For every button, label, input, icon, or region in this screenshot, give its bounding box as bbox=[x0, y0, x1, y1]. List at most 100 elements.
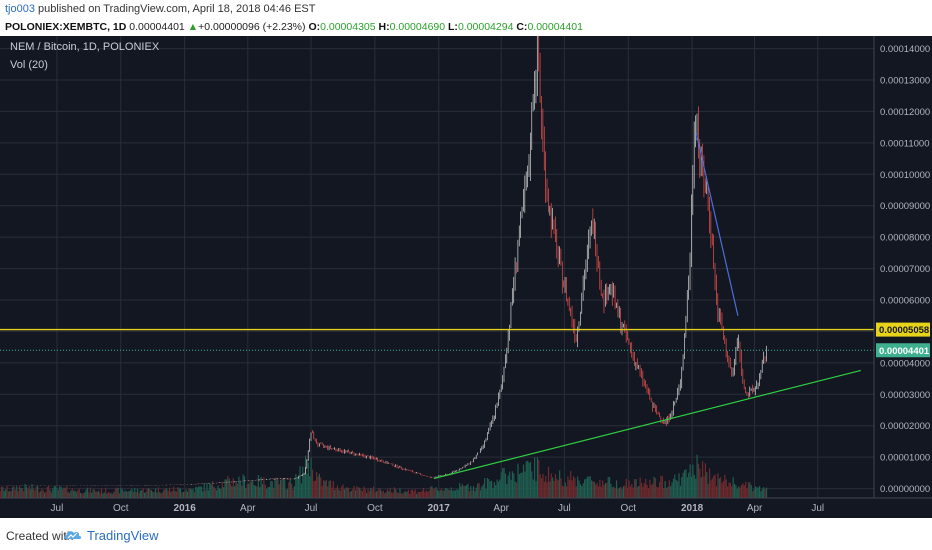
volume-bar bbox=[391, 492, 393, 498]
price-chart[interactable]: 0.00000000 0.00001000 0.00002000 0.00003000… bbox=[0, 27, 932, 518]
price-label-box bbox=[876, 322, 930, 337]
price-tick-label: 0.00002000 bbox=[880, 421, 930, 432]
volume-bar bbox=[157, 487, 159, 498]
volume-bar bbox=[543, 481, 545, 498]
volume-bar bbox=[96, 491, 98, 498]
volume-bar bbox=[66, 486, 68, 498]
volume-bar bbox=[225, 479, 228, 498]
volume-bar bbox=[685, 469, 687, 498]
volume-bar bbox=[273, 487, 275, 498]
volume-bar bbox=[450, 487, 452, 498]
volume-bar bbox=[613, 486, 615, 498]
volume-bar bbox=[690, 476, 693, 498]
volume-bar bbox=[149, 489, 151, 498]
volume-bar bbox=[253, 485, 255, 498]
volume-bar bbox=[64, 487, 66, 498]
volume-bar bbox=[477, 483, 479, 498]
price-tick-label: 0.00013000 bbox=[880, 76, 930, 87]
volume-bar bbox=[518, 474, 520, 498]
volume-bar bbox=[307, 462, 309, 498]
volume-bar bbox=[78, 488, 80, 498]
volume-bar bbox=[524, 471, 526, 498]
volume-bar bbox=[643, 483, 645, 498]
time-tick-label: Oct bbox=[113, 503, 129, 514]
volume-bar bbox=[345, 487, 347, 498]
volume-bar bbox=[545, 475, 547, 498]
volume-bar bbox=[371, 489, 373, 498]
volume-bar bbox=[728, 482, 730, 498]
volume-bar bbox=[167, 490, 169, 498]
volume-bar bbox=[300, 483, 302, 498]
chart-container[interactable]: 0.00000000 0.00001000 0.00002000 0.00003000… bbox=[0, 27, 932, 518]
volume-bar bbox=[216, 490, 218, 498]
volume-bar bbox=[511, 471, 514, 498]
volume-bar bbox=[742, 483, 744, 498]
volume-bar bbox=[668, 480, 670, 498]
volume-bar bbox=[80, 492, 82, 498]
volume-bar bbox=[706, 472, 708, 498]
volume-bar bbox=[736, 488, 738, 498]
volume-bar bbox=[7, 491, 10, 498]
volume-bar bbox=[386, 489, 389, 498]
volume-bar bbox=[271, 481, 273, 498]
volume-bar bbox=[552, 477, 554, 498]
volume-bar bbox=[708, 468, 711, 498]
volume-bar bbox=[99, 493, 101, 498]
volume-bar bbox=[48, 485, 50, 498]
volume-bar bbox=[657, 487, 659, 498]
volume-bar bbox=[352, 488, 354, 498]
volume-bar bbox=[506, 483, 508, 498]
volume-bar bbox=[620, 486, 622, 498]
volume-bar bbox=[30, 489, 32, 498]
volume-bar bbox=[159, 492, 161, 498]
volume-bar bbox=[565, 486, 568, 498]
volume-bar bbox=[529, 461, 532, 498]
volume-bar bbox=[729, 483, 732, 498]
volume-bar bbox=[200, 486, 203, 498]
volume-bar bbox=[275, 477, 277, 498]
volume-bar bbox=[388, 491, 390, 498]
volume-bar bbox=[227, 475, 229, 498]
volume-bar bbox=[650, 484, 652, 498]
volume-bar bbox=[292, 489, 294, 498]
volume-bar bbox=[702, 461, 704, 498]
volume-bar bbox=[32, 488, 35, 498]
volume-bar bbox=[667, 486, 669, 498]
author-link[interactable]: tjo003 bbox=[5, 3, 35, 15]
volume-bar bbox=[256, 486, 258, 498]
volume-bar bbox=[484, 478, 486, 498]
volume-bar bbox=[495, 485, 497, 498]
volume-bar bbox=[60, 486, 62, 498]
volume-bar bbox=[727, 486, 729, 498]
volume-bar bbox=[699, 468, 701, 498]
volume-bar bbox=[378, 488, 380, 498]
high-label: H: bbox=[378, 21, 390, 33]
time-tick-label: Oct bbox=[367, 503, 383, 514]
volume-bar bbox=[299, 466, 301, 498]
price-tick-label: 0.00004000 bbox=[880, 358, 930, 369]
volume-bar bbox=[117, 488, 119, 498]
drawings bbox=[0, 133, 874, 480]
volume-bar bbox=[563, 486, 565, 498]
volume-bar bbox=[25, 486, 28, 498]
volume-bar bbox=[260, 476, 262, 498]
volume-bar bbox=[366, 493, 368, 498]
volume-bar bbox=[636, 487, 638, 498]
volume-bar bbox=[120, 487, 122, 498]
volume-bar bbox=[438, 491, 440, 498]
created-with-text: Created with bbox=[6, 529, 74, 543]
volume-bar bbox=[610, 483, 612, 498]
volume-bar bbox=[715, 486, 718, 498]
volume-bar bbox=[123, 491, 125, 498]
volume-bar bbox=[359, 487, 361, 498]
volume-bar bbox=[431, 486, 433, 498]
volume-bar bbox=[663, 488, 665, 498]
price-tick-label: 0.00006000 bbox=[880, 296, 930, 307]
volume-bar bbox=[681, 477, 683, 498]
volume-bar bbox=[277, 479, 279, 498]
volume-bar bbox=[118, 493, 121, 498]
time-tick-label: 2016 bbox=[174, 503, 197, 514]
volume-bar bbox=[139, 490, 141, 498]
volume-bar bbox=[561, 485, 564, 498]
tradingview-link[interactable]: TradingView bbox=[87, 528, 159, 543]
